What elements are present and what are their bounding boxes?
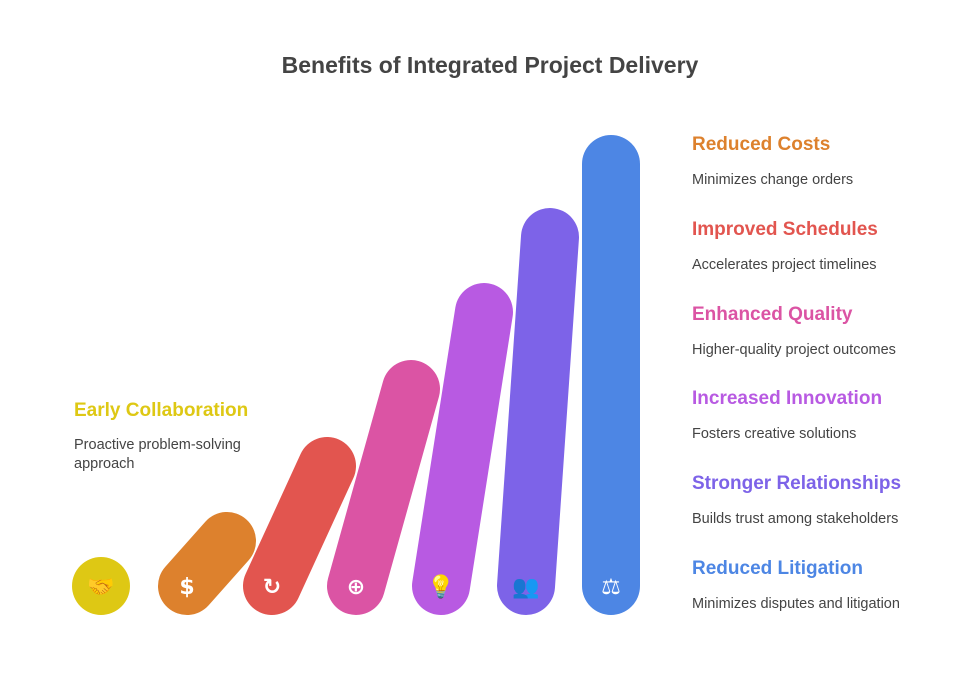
label-enhanced-quality: Enhanced Quality Higher-quality project … (692, 304, 896, 358)
zoom-in-icon: ⊕ (347, 575, 365, 600)
bar-shape (158, 512, 256, 615)
label-title: Increased Innovation (692, 388, 883, 409)
bar-stronger-relationships: 👥 (497, 208, 579, 615)
label-title: Stronger Relationships (692, 473, 902, 494)
label-desc: Higher-quality project outcomes (692, 342, 896, 358)
label-desc: Minimizes disputes and litigation (692, 596, 900, 612)
bar-shape (412, 283, 513, 615)
bar-enhanced-quality: ⊕ (327, 360, 440, 615)
label-title: Enhanced Quality (692, 304, 853, 325)
label-early-collaboration: Early Collaboration Proactive problem-so… (74, 400, 294, 474)
label-desc: Builds trust among stakeholders (692, 511, 899, 527)
label-increased-innovation: Increased Innovation Fosters creative so… (692, 388, 882, 442)
bar-early-collaboration: 🤝 (72, 557, 130, 616)
handshake-icon: 🤝 (87, 575, 114, 600)
label-desc: Proactive problem-solving approach (74, 437, 241, 472)
calendar-refresh-icon: ↻ (263, 575, 281, 600)
page-title: Benefits of Integrated Project Delivery (281, 52, 699, 78)
money-bag-icon: $ (179, 575, 194, 600)
bar-shape (243, 437, 356, 615)
label-desc: Fosters creative solutions (692, 426, 857, 442)
label-improved-schedules: Improved Schedules Accelerates project t… (692, 219, 878, 273)
bar-shape (497, 208, 579, 615)
label-reduced-litigation: Reduced Litigation Minimizes disputes an… (692, 558, 900, 612)
bar-reduced-costs: $ (158, 512, 256, 615)
label-title: Reduced Litigation (692, 558, 863, 579)
label-title: Early Collaboration (74, 400, 249, 421)
lightbulb-icon: 💡 (427, 574, 454, 600)
label-stronger-relationships: Stronger Relationships Builds trust amon… (692, 473, 901, 527)
bar-improved-schedules: ↻ (243, 437, 356, 615)
scales-icon: ⚖ (601, 575, 621, 600)
bar-reduced-litigation: ⚖ (582, 135, 640, 615)
label-reduced-costs: Reduced Costs Minimizes change orders (692, 134, 853, 188)
people-puzzle-icon: 👥 (512, 575, 539, 600)
bar-shape (327, 360, 440, 615)
label-desc: Minimizes change orders (692, 172, 854, 188)
bar-increased-innovation: 💡 (412, 283, 513, 615)
label-title: Reduced Costs (692, 134, 831, 155)
label-desc: Accelerates project timelines (692, 257, 877, 273)
label-title: Improved Schedules (692, 219, 878, 240)
